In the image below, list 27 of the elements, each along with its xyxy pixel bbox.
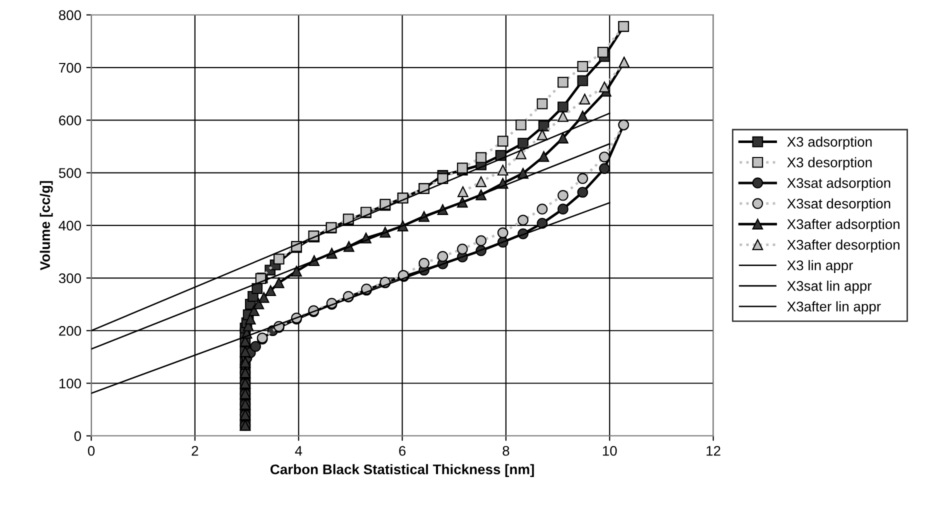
y-tick-label: 400 xyxy=(58,220,82,231)
legend-label: X3 lin appr xyxy=(787,260,853,274)
x-tick-label: 0 xyxy=(88,446,95,456)
legend-label: X3 desorption xyxy=(787,157,872,170)
y-tick-label: 800 xyxy=(58,10,82,20)
y-tick-label: 300 xyxy=(58,273,82,284)
legend-label: X3sat lin appr xyxy=(787,280,872,294)
y-tick-label: 0 xyxy=(74,431,82,442)
y-tick-label: 600 xyxy=(59,115,82,126)
y-tick-label: 700 xyxy=(59,62,82,73)
legend-label: X3after desorption xyxy=(787,240,900,252)
y-axis-title: Volume [cc/g] xyxy=(40,181,53,270)
legend-label: X3after adsorption xyxy=(787,218,900,232)
x-tick-label: 8 xyxy=(502,446,510,456)
y-tick-label: 100 xyxy=(59,378,82,388)
x-tick-label: 12 xyxy=(706,446,720,456)
legend-label: X3after lin appr xyxy=(787,301,881,314)
legend-label: X3 adsorption xyxy=(787,136,872,150)
x-axis-title: Carbon Black Statistical Thickness [nm] xyxy=(270,464,534,478)
legend-label: X3sat adsorption xyxy=(787,178,890,191)
x-tick-label: 6 xyxy=(399,446,406,456)
y-tick-label: 500 xyxy=(58,168,82,178)
x-tick-label: 10 xyxy=(602,446,617,456)
x-tick-label: 4 xyxy=(295,446,302,456)
legend-label: X3sat desorption xyxy=(787,198,890,212)
x-tick-label: 2 xyxy=(192,446,198,456)
y-tick-label: 200 xyxy=(59,326,82,336)
